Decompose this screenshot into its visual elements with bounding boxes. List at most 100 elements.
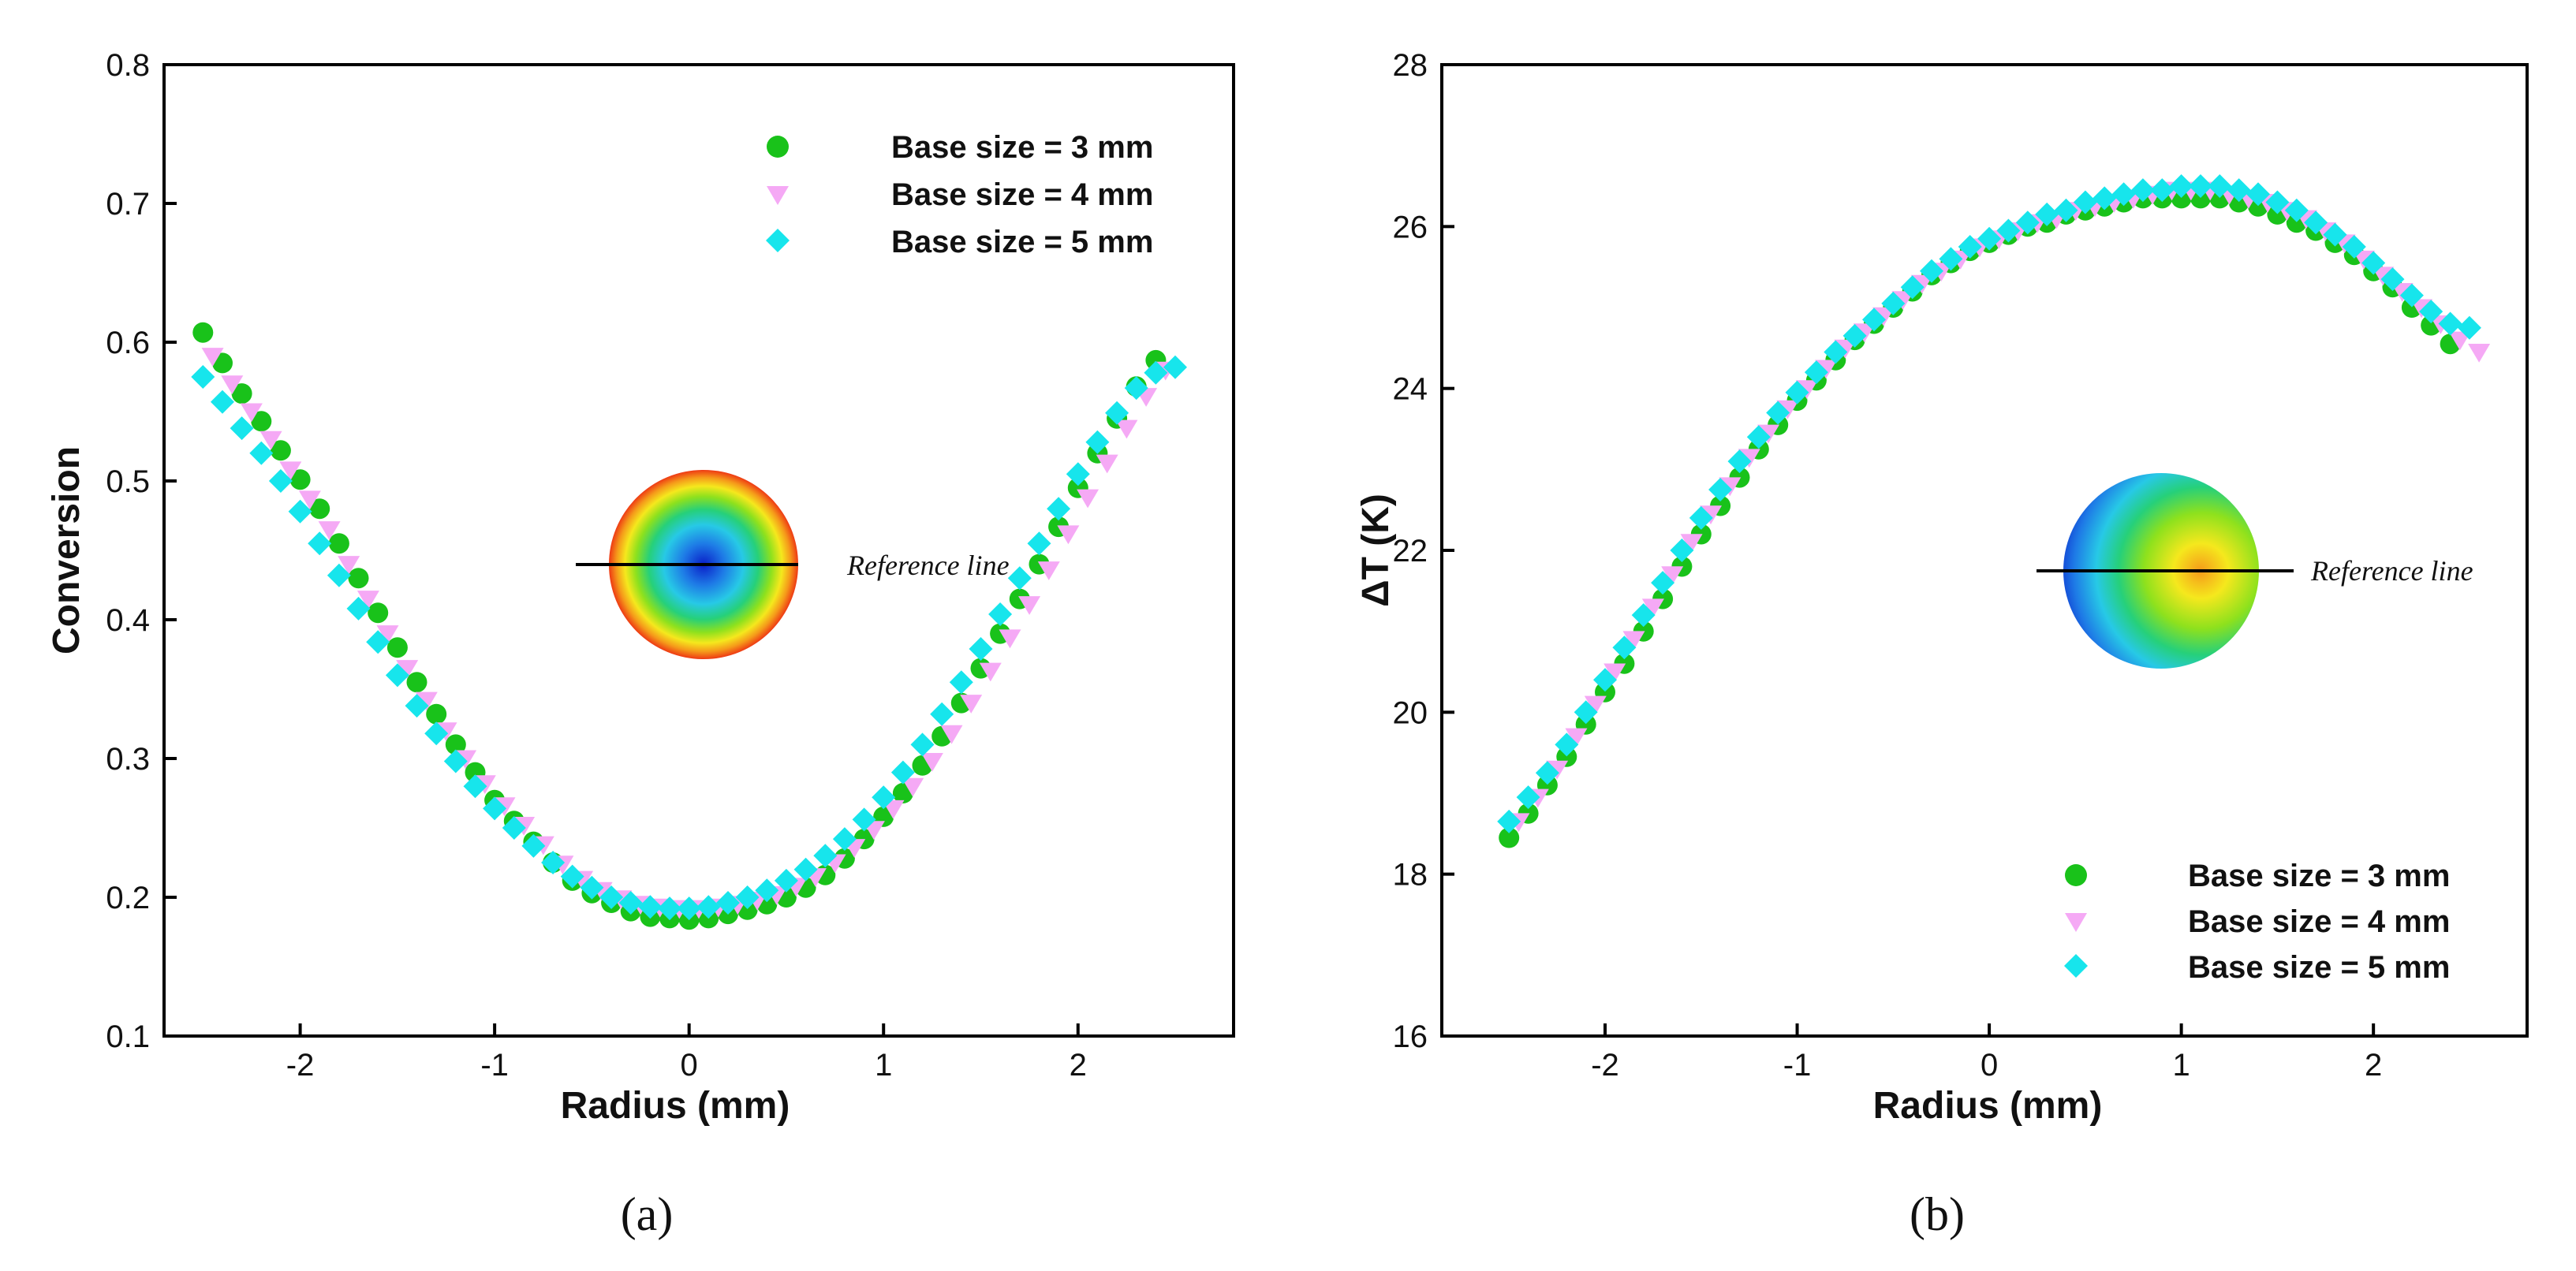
- legend-marker-circle: [767, 136, 789, 158]
- data-point: [1115, 419, 1138, 439]
- series-1: [1499, 188, 2461, 848]
- data-point: [735, 885, 760, 909]
- data-point: [979, 662, 1002, 682]
- data-point: [930, 702, 954, 726]
- data-point: [1037, 561, 1060, 580]
- data-point: [1708, 478, 1733, 501]
- x-tick-label: -1: [1783, 1048, 1812, 1083]
- legend-item: Base size = 5 mm: [2064, 950, 2450, 985]
- data-point: [2111, 182, 2136, 207]
- panel-a-x-axis-title: Radius (mm): [561, 1085, 790, 1127]
- data-point: [346, 596, 371, 621]
- data-point: [2304, 211, 2328, 235]
- data-point: [832, 827, 857, 852]
- x-tick-label: 1: [2173, 1048, 2190, 1083]
- legend-marker-triangle: [767, 186, 789, 205]
- data-point: [2035, 202, 2059, 226]
- x-tick-label: -1: [480, 1048, 509, 1083]
- data-point: [560, 864, 584, 889]
- data-point: [2323, 222, 2347, 247]
- data-point: [270, 440, 291, 461]
- data-point: [1785, 380, 1809, 404]
- data-point: [231, 383, 252, 404]
- data-point: [999, 629, 1021, 649]
- data-point: [251, 411, 272, 432]
- panel-b-frame: [1440, 63, 2529, 1038]
- data-point: [1085, 430, 1110, 454]
- x-tick-label: 0: [1981, 1048, 1998, 1083]
- data-point: [1727, 449, 1752, 474]
- legend-label: Base size = 3 mm: [891, 130, 1153, 165]
- data-point: [2399, 283, 2424, 308]
- legend-item: Base size = 5 mm: [766, 225, 1153, 259]
- x-tick-label: 0: [681, 1048, 698, 1083]
- data-point: [696, 895, 721, 919]
- data-point: [289, 469, 311, 490]
- data-point: [2342, 235, 2366, 259]
- legend-label: Base size = 4 mm: [891, 177, 1153, 212]
- y-tick-label: 0.4: [106, 603, 150, 638]
- x-tick-label: -2: [1591, 1048, 1619, 1083]
- data-point: [1077, 489, 1099, 509]
- data-point: [221, 375, 244, 395]
- panel-b-points: [1497, 174, 2491, 848]
- panel-b-x-axis-title: Radius (mm): [1873, 1085, 2103, 1127]
- x-tick-label: 2: [1070, 1048, 1087, 1083]
- y-tick-label: 22: [1393, 534, 1428, 568]
- legend-label: Base size = 5 mm: [891, 225, 1153, 259]
- data-point: [259, 430, 282, 450]
- data-point: [2380, 267, 2405, 292]
- data-point: [599, 885, 624, 909]
- data-point: [1096, 454, 1118, 474]
- data-point: [638, 895, 663, 919]
- data-point: [1622, 631, 1645, 650]
- data-point: [445, 734, 466, 755]
- data-point: [268, 469, 293, 493]
- panel-a-frame: [162, 63, 1235, 1038]
- y-tick-label: 26: [1393, 210, 1428, 244]
- panel-b: 16 18 20 22 24 26 28 -2 -1 0 1 2 Reference line Bas…: [1355, 48, 2529, 1240]
- data-point: [872, 785, 896, 810]
- series-3: [191, 355, 1187, 921]
- data-point: [2448, 331, 2471, 351]
- data-point: [1939, 247, 1963, 271]
- data-point: [191, 365, 215, 389]
- data-point: [366, 630, 390, 654]
- data-point: [1603, 663, 1626, 683]
- data-point: [1862, 308, 1886, 332]
- data-point: [386, 637, 408, 658]
- data-point: [1958, 235, 1982, 259]
- data-point: [920, 753, 943, 772]
- data-point: [940, 725, 963, 744]
- data-point: [288, 499, 312, 524]
- data-point: [405, 694, 429, 718]
- x-tick-label: 1: [875, 1048, 892, 1083]
- legend-label: Base size = 4 mm: [2188, 904, 2450, 939]
- x-tick-label: 2: [2365, 1048, 2382, 1083]
- data-point: [396, 660, 419, 679]
- data-point: [677, 896, 701, 921]
- y-tick-label: 18: [1393, 858, 1428, 893]
- data-point: [1066, 462, 1090, 486]
- data-point: [2208, 174, 2232, 198]
- data-point: [2015, 211, 2040, 235]
- data-point: [1018, 596, 1041, 615]
- data-point: [1661, 566, 1684, 586]
- data-point: [327, 563, 351, 587]
- data-point: [1497, 809, 1521, 833]
- panel-a-y-axis-title: Conversion: [46, 446, 88, 654]
- data-point: [1900, 275, 1925, 300]
- legend-item: Base size = 3 mm: [767, 130, 1153, 165]
- legend-marker-circle: [2065, 864, 2087, 886]
- data-point: [1057, 525, 1080, 545]
- data-point: [230, 416, 254, 441]
- data-point: [426, 703, 447, 725]
- data-point: [2171, 188, 2192, 209]
- data-point: [376, 625, 399, 644]
- data-point: [2189, 174, 2212, 198]
- data-point: [443, 749, 468, 773]
- data-point: [240, 403, 263, 423]
- data-point: [483, 796, 507, 821]
- data-point: [902, 777, 924, 797]
- data-point: [1124, 376, 1148, 401]
